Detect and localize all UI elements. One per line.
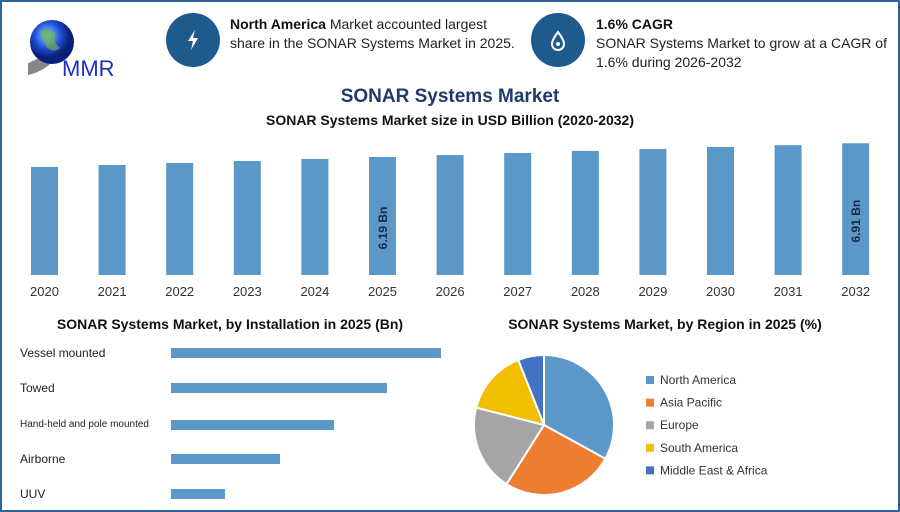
bar-2022 [166,162,194,275]
bar-vessel-mounted [171,348,441,358]
x-tick-label: 2027 [503,284,532,299]
legend-label: Middle East & Africa [660,463,768,477]
x-tick-label: 2022 [165,284,194,299]
legend-label: South America [660,441,738,455]
x-tick-label: 2031 [774,284,803,299]
installation-chart-title: SONAR Systems Market, by Installation in… [56,316,404,332]
pie-slice-asia-pacific [505,423,607,496]
legend-label: North America [660,373,736,387]
data-label: 6.91 Bn [849,200,863,243]
x-tick-label: 2023 [233,284,262,299]
legend-label: Asia Pacific [660,396,722,410]
legend-label: Europe [660,418,699,432]
bar-airborne [171,454,280,464]
category-label: Towed [20,381,55,395]
lightning-icon [166,13,220,67]
category-label: UUV [20,487,46,501]
legend-swatch [646,376,654,384]
x-tick-label: 2032 [841,284,870,299]
data-label: 6.19 Bn [376,207,390,250]
bar-2021 [98,165,126,275]
legend-swatch [646,398,654,407]
bar-2026 [436,155,464,275]
pie-slice-north-america [543,353,615,461]
legend-swatch [646,443,654,452]
pie-slice-south-america [474,358,546,427]
bar-hand-held-and-pole-mounted [171,420,334,430]
bar-2025 [369,157,396,275]
main-title: SONAR Systems Market [340,86,560,107]
x-tick-label: 2028 [571,284,600,299]
x-tick-label: 2026 [436,284,465,299]
x-tick-label: 2024 [300,284,329,299]
bar-2030 [707,146,734,275]
bar-2029 [639,148,667,275]
pie-slice-europe [473,406,546,486]
bar-chart-subtitle: SONAR Systems Market size in USD Billion… [265,112,635,128]
bar-uuv [171,489,225,499]
bar-2024 [301,158,329,275]
category-label: Airborne [20,452,66,466]
region-pie-chart: North America Asia Pacific Europe South Ame… [473,353,768,496]
market-size-bar-chart: 2020 2021 2022 2023 2024 2025 6.19 Bn 2026 2027 2… [30,143,870,299]
bar-2023 [233,161,261,275]
highlight-cagr: 1.6% CAGR SONAR Systems Market to grow at… [596,16,887,70]
growth-drop-icon [531,13,585,67]
bar-2020 [31,166,58,275]
category-label: Vessel mounted [20,346,106,360]
x-tick-label: 2021 [98,284,127,299]
x-tick-label: 2020 [30,284,59,299]
category-label: Hand-held and pole mounted [20,419,149,430]
bar-2027 [504,152,532,275]
bar-2031 [774,145,802,275]
mmr-logo: MMR [19,14,138,81]
x-tick-label: 2025 [368,284,397,299]
x-tick-label: 2030 [706,284,735,299]
pie-slice-middle-east-africa [516,353,545,426]
bar-2032 [842,143,870,275]
legend-swatch [646,421,654,430]
bar-2028 [571,150,599,275]
bar-towed [171,383,387,393]
svg-text:MMR: MMR [62,56,115,80]
highlight-north-america: North America Market accounted largest s… [230,16,515,51]
x-tick-label: 2029 [638,284,667,299]
legend-swatch [646,466,654,475]
region-chart-title: SONAR Systems Market, by Region in 2025 … [508,316,822,332]
